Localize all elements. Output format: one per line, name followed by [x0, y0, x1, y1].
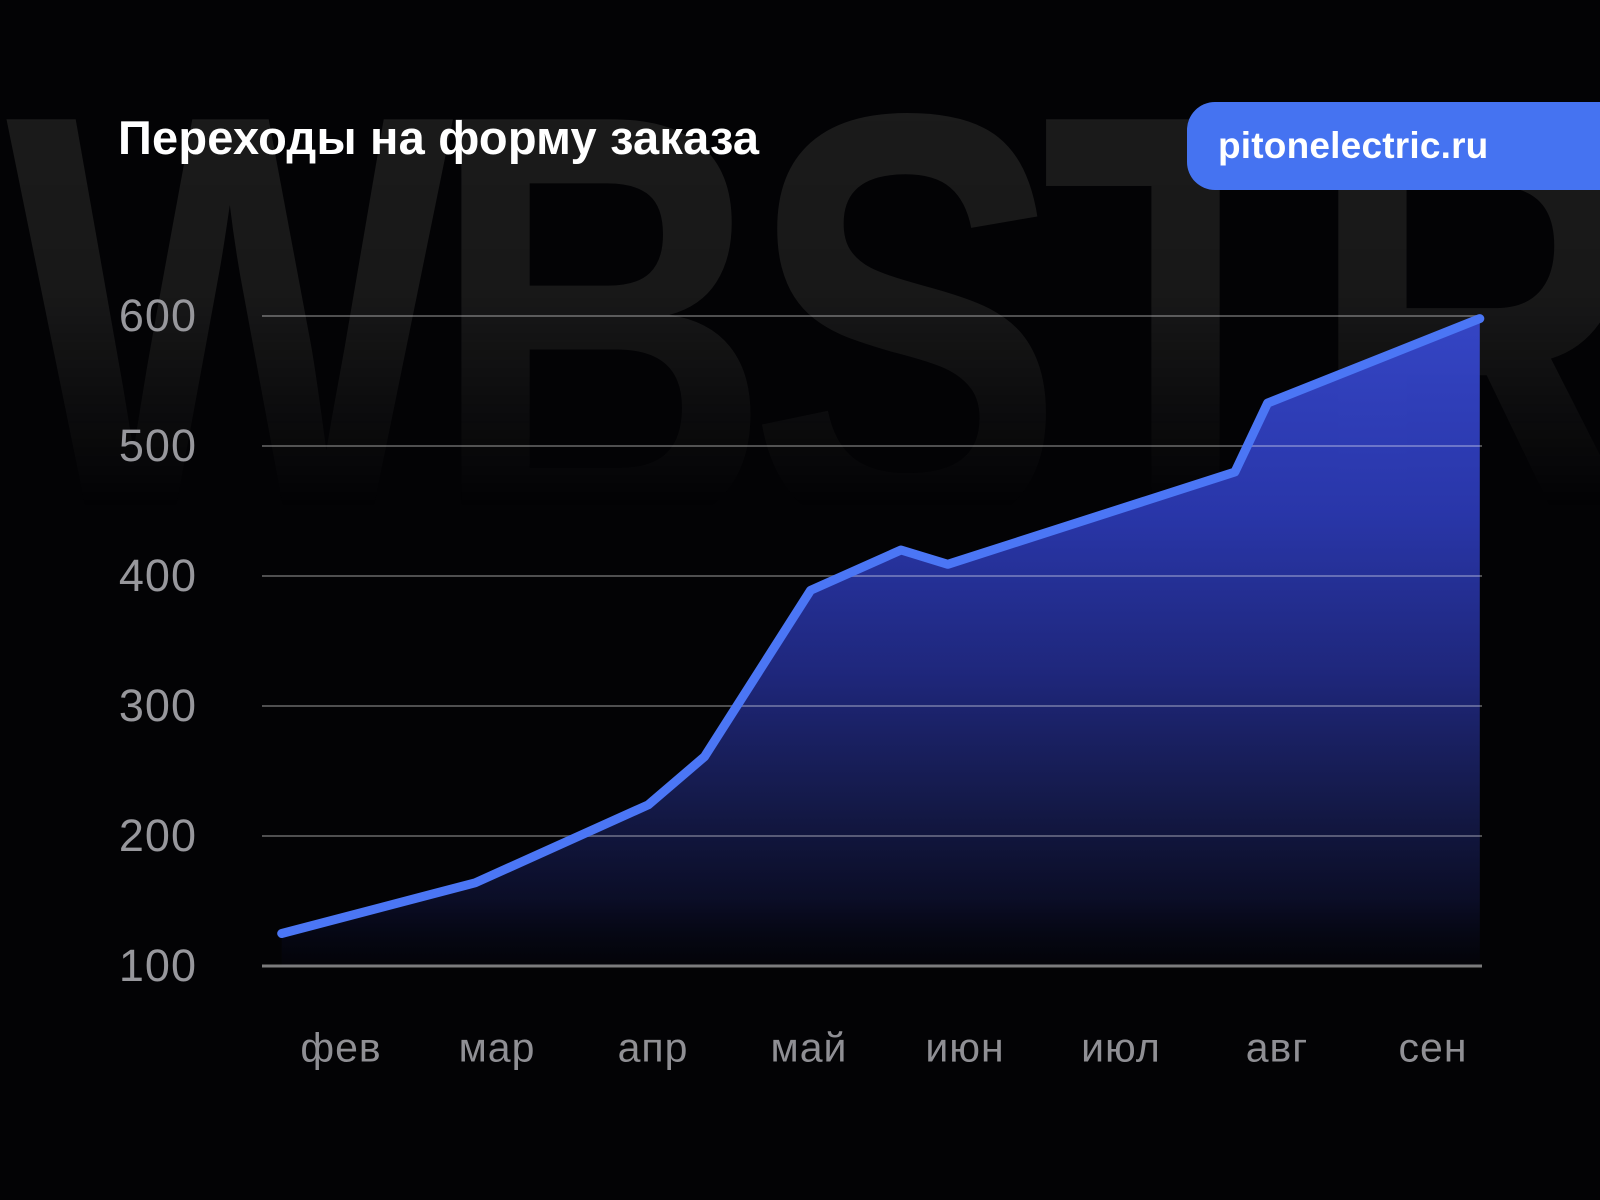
- trend-line: [277, 314, 1485, 938]
- y-tick-400: 400: [118, 550, 197, 601]
- x-label-apr: апр: [617, 1024, 689, 1071]
- x-label-jul: июл: [1081, 1024, 1161, 1071]
- x-label-mar: мар: [458, 1024, 536, 1071]
- chart-title: Переходы на форму заказа: [118, 111, 760, 164]
- site-badge[interactable]: pitonelectric.ru: [1187, 102, 1600, 190]
- site-badge-label: pitonelectric.ru: [1218, 125, 1489, 166]
- x-label-feb: фев: [300, 1024, 382, 1071]
- x-label-aug: авг: [1245, 1024, 1309, 1071]
- y-tick-300: 300: [118, 680, 197, 731]
- x-label-jun: июн: [925, 1024, 1005, 1071]
- x-label-sep: сен: [1398, 1024, 1468, 1071]
- y-tick-500: 500: [118, 420, 197, 471]
- y-tick-600: 600: [118, 290, 197, 341]
- area-fill: [281, 318, 1480, 967]
- y-tick-100: 100: [118, 940, 197, 991]
- y-tick-200: 200: [118, 810, 197, 861]
- x-label-may: май: [770, 1024, 848, 1071]
